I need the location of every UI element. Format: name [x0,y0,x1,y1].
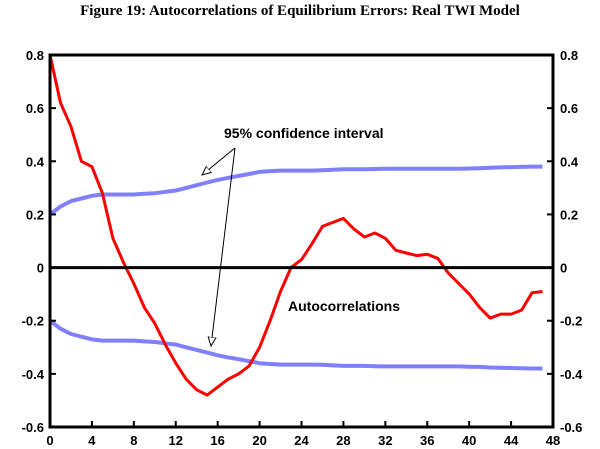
x-tick-label: 4 [88,433,96,448]
y-tick-label-left: 0.8 [26,48,44,63]
x-tick-label: 48 [546,433,560,448]
ci-arrow-lower [211,147,236,346]
y-tick-label-right: 0.6 [560,101,578,116]
x-tick-label: 44 [504,433,519,448]
ci-lower-line [48,319,543,371]
x-tick-label: 8 [130,433,137,448]
y-tick-label-right: -0.4 [560,367,583,382]
x-tick-label: 36 [420,433,434,448]
x-tick-label: 40 [462,433,476,448]
y-tick-label-right: 0 [560,261,567,276]
x-tick-label: 0 [46,433,53,448]
y-tick-label-left: 0.6 [26,101,44,116]
x-tick-label: 32 [378,433,392,448]
y-tick-label-right: 0.8 [560,48,578,63]
y-tick-label-left: 0.2 [26,207,44,222]
plot-frame [48,53,555,429]
x-tick-label: 12 [169,433,183,448]
y-tick-label-left: -0.2 [22,314,44,329]
y-tick-label-right: 0.4 [560,154,579,169]
x-tick-label: 20 [252,433,266,448]
ci-annotation: 95% confidence interval [224,125,384,141]
acf-annotation: Autocorrelations [288,298,400,314]
x-tick-label: 24 [294,433,309,448]
y-tick-label-right: -0.2 [560,314,582,329]
y-tick-label-left: 0.4 [26,154,45,169]
y-tick-label-left: -0.4 [22,367,45,382]
y-tick-label-left: -0.6 [22,420,44,435]
ci-upper-line [48,164,543,216]
y-tick-label-right: -0.6 [560,420,582,435]
autocorrelation-line [48,54,543,397]
y-tick-label-left: 0 [37,261,44,276]
ci-arrow-upper [202,147,236,175]
y-tick-label-right: 0.2 [560,207,578,222]
x-tick-label: 16 [210,433,224,448]
x-tick-label: 28 [336,433,350,448]
chart-title: Figure 19: Autocorrelations of Equilibri… [80,3,520,19]
